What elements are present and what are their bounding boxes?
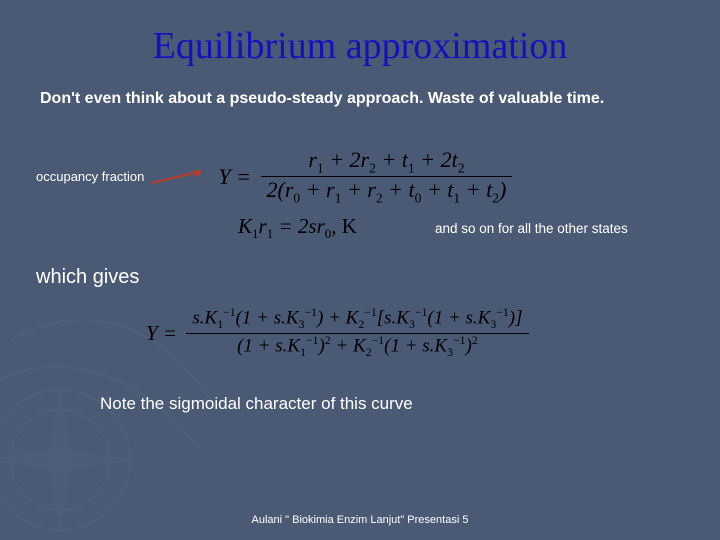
eq1-numerator: r1 + 2r2 + t1 + 2t2 [302, 148, 470, 175]
trail-text: and so on for all the other states [435, 221, 628, 236]
equation-result: Y = s.K1−1(1 + s.K3−1) + K2−1[s.K3−1(1 +… [146, 307, 684, 360]
slide-content: Equilibrium approximation Don't even thi… [0, 0, 720, 540]
equation-k-row: K1r1 = 2sr0, K and so on for all the oth… [238, 214, 684, 242]
eq1-fraction: r1 + 2r2 + t1 + 2t2 2(r0 + r1 + r2 + t0 … [261, 148, 513, 206]
equation-k: K1r1 = 2sr0, K [238, 214, 357, 242]
occupancy-label: occupancy fraction [36, 169, 144, 184]
footer-text: Aulani " Biokimia Enzim Lanjut" Presenta… [0, 514, 720, 526]
intro-line: Don't even think about a pseudo-steady a… [40, 90, 684, 108]
occupancy-row: occupancy fraction Y = r1 + 2r2 + t1 + 2… [36, 148, 684, 206]
note-line: Note the sigmoidal character of this cur… [100, 394, 684, 414]
equation-occupancy: Y = r1 + 2r2 + t1 + 2t2 2(r0 + r1 + r2 +… [218, 148, 516, 206]
eq3-denominator: (1 + s.K1−1)2 + K2−1(1 + s.K3−1)2 [231, 335, 484, 360]
arrow-icon [150, 167, 210, 187]
eq3-fraction: s.K1−1(1 + s.K3−1) + K2−1[s.K3−1(1 + s.K… [186, 307, 528, 360]
eq3-lhs: Y = [146, 321, 182, 346]
slide-title: Equilibrium approximation [36, 24, 684, 68]
which-gives: which gives [36, 266, 684, 289]
eq1-denominator: 2(r0 + r1 + r2 + t0 + t1 + t2) [261, 178, 513, 205]
eq3-numerator: s.K1−1(1 + s.K3−1) + K2−1[s.K3−1(1 + s.K… [186, 307, 528, 332]
eq1-lhs: Y = [218, 164, 256, 190]
